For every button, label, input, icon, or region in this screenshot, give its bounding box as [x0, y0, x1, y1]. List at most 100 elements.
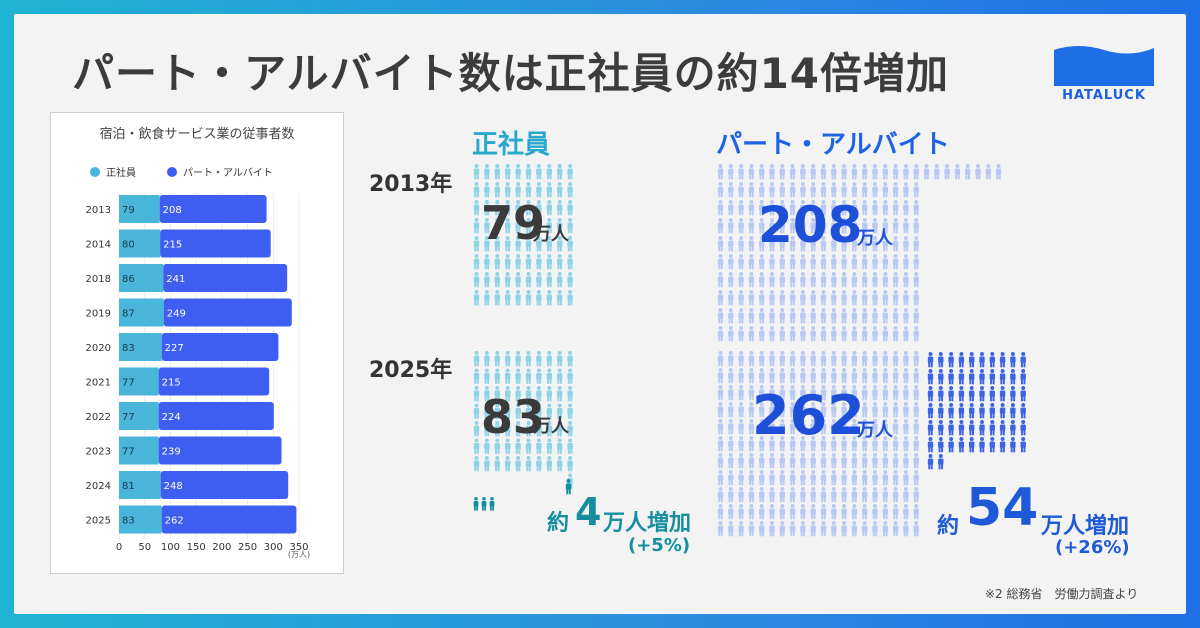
person-icon-part-2025 [862, 436, 868, 452]
person-icon-part-2013 [913, 272, 919, 288]
person-icon-part-increase [938, 454, 944, 470]
person-icon-part-increase [938, 369, 944, 385]
person-icon-part-2013 [759, 236, 765, 252]
person-icon-part-2013 [769, 308, 775, 324]
person-icon-seishain-2025 [557, 368, 563, 384]
person-icon-part-2013 [965, 164, 971, 180]
person-icon-part-2025 [892, 487, 899, 503]
person-icon-part-2013 [748, 218, 755, 234]
person-icon-seishain-2013 [505, 290, 511, 306]
person-icon-part-2025 [862, 487, 868, 503]
person-icon-seishain-2013 [546, 164, 552, 180]
person-icon-part-2025 [779, 453, 785, 469]
legend-marker-seishain [90, 167, 100, 177]
person-icon-part-2025 [820, 521, 827, 537]
person-icon-part-increase [999, 437, 1006, 453]
person-icon-part-2013 [851, 164, 858, 180]
person-icon-part-2013 [872, 308, 878, 324]
data-label-part: 224 [162, 412, 181, 423]
person-icon-seishain-2025 [525, 386, 532, 402]
person-icon-part-2013 [882, 272, 888, 288]
person-icon-part-2025 [769, 385, 775, 401]
person-icon-part-2013 [728, 182, 734, 198]
person-icon-seishain-2013 [505, 218, 511, 234]
person-icon-part-2013 [903, 272, 909, 288]
person-icon-part-increase [999, 386, 1006, 402]
person-icon-part-2013 [872, 272, 878, 288]
person-icon-seishain-2013 [515, 254, 521, 270]
person-icon-part-2025 [831, 453, 837, 469]
person-icon-part-2025 [779, 436, 785, 452]
person-icon-part-2025 [769, 419, 775, 435]
person-icon-part-2025 [748, 385, 755, 401]
person-icon-part-2013 [728, 290, 734, 306]
person-icon-seishain-2013 [557, 254, 563, 270]
person-icon-seishain-2013 [525, 254, 532, 270]
person-icon-part-2025 [882, 436, 888, 452]
person-icon-part-2025 [892, 385, 899, 401]
person-icon-part-2013 [892, 236, 899, 252]
person-icon-part-increase [927, 420, 934, 436]
person-icon-seishain-2013 [525, 272, 532, 288]
person-icon-part-2013 [738, 200, 744, 216]
person-icon-part-2025 [748, 419, 755, 435]
person-icon-part-2025 [841, 453, 847, 469]
person-icon-part-increase [1010, 403, 1016, 419]
person-icon-part-2013 [738, 290, 744, 306]
person-icon-part-2013 [820, 200, 827, 216]
person-icon-part-2025 [810, 385, 816, 401]
person-icon-part-2025 [789, 453, 796, 469]
person-icon-part-2013 [769, 164, 775, 180]
seishain-increase-suffix: 万人増加 [603, 511, 692, 536]
category-label: 2021 [86, 378, 111, 389]
bar-part [158, 367, 270, 396]
person-icon-part-increase [1010, 386, 1016, 402]
person-icon-part-2025 [851, 487, 858, 503]
person-icon-seishain-2013 [567, 218, 573, 234]
person-icon-part-2013 [810, 326, 816, 342]
person-icon-part-2025 [862, 368, 868, 384]
person-icon-part-2025 [717, 351, 724, 367]
source-note: ※2 総務省 労働力調査より [985, 587, 1139, 601]
category-label: 2025 [86, 516, 111, 527]
person-icon-part-2013 [862, 308, 868, 324]
part-increase-suffix: 万人増加 [1041, 514, 1130, 539]
person-icon-part-2013 [759, 218, 765, 234]
seishain-2025-unit: 万人 [533, 416, 569, 437]
person-icon-part-2025 [769, 453, 775, 469]
person-icon-part-2025 [841, 521, 847, 537]
person-icon-part-2025 [882, 351, 888, 367]
person-icon-part-2025 [728, 521, 734, 537]
person-icon-part-2013 [800, 290, 806, 306]
person-icon-part-2025 [831, 402, 837, 418]
person-icon-seishain-2025 [515, 351, 521, 367]
person-icon-part-2025 [841, 402, 847, 418]
person-icon-part-increase [948, 403, 954, 419]
person-icon-part-2013 [862, 272, 868, 288]
person-icon-seishain-2013 [567, 236, 573, 252]
bar-seishain [119, 298, 164, 327]
person-icon-part-2025 [820, 385, 827, 401]
person-icon-seishain-2025 [525, 456, 532, 472]
person-icon-part-2013 [789, 254, 796, 270]
person-icon-part-2013 [934, 164, 940, 180]
person-icon-part-2013 [882, 326, 888, 342]
person-icon-part-2025 [872, 521, 878, 537]
person-icon-part-increase [927, 403, 934, 419]
person-icon-part-2025 [913, 385, 919, 401]
person-icon-part-2013 [851, 236, 858, 252]
person-icon-part-2013 [954, 164, 961, 180]
person-icon-seishain-2013 [567, 200, 573, 216]
person-icon-part-2013 [913, 326, 919, 342]
person-icon-part-2025 [779, 504, 785, 520]
person-icon-seishain-2025 [473, 351, 480, 367]
part-increase-value: 54 [966, 478, 1039, 538]
person-icon-seishain-2013 [525, 182, 532, 198]
person-icon-part-2025 [759, 487, 765, 503]
person-icon-part-2013 [831, 308, 837, 324]
person-icon-part-2013 [779, 326, 785, 342]
person-icon-seishain-2025 [505, 403, 511, 419]
person-icon-part-2025 [810, 521, 816, 537]
person-icon-part-2025 [872, 385, 878, 401]
person-icon-part-increase [948, 420, 954, 436]
